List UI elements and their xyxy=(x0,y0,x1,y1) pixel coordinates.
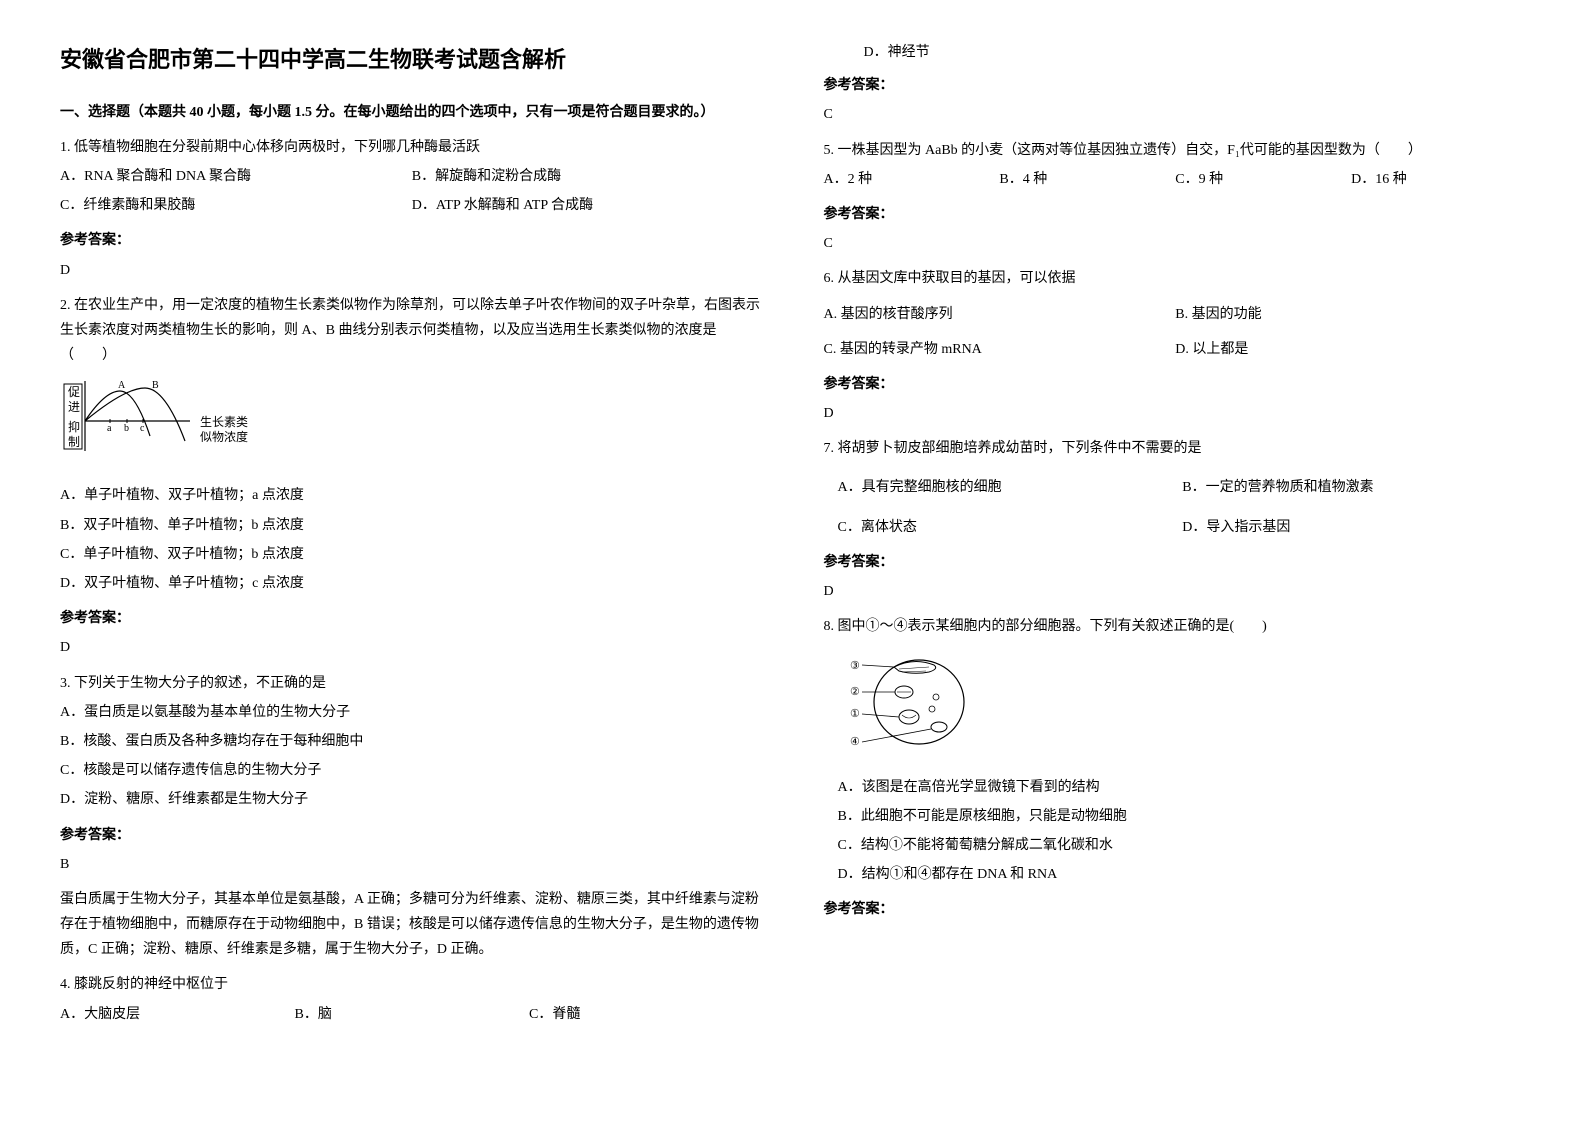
q4-stem: 4. 膝跳反射的神经中枢位于 xyxy=(60,972,764,997)
q4-opt-a: A．大脑皮层 xyxy=(60,1002,255,1027)
q8-opt-c: C．结构①不能将葡萄糖分解成二氧化碳和水 xyxy=(838,833,1528,858)
page-title: 安徽省合肥市第二十四中学高二生物联考试题含解析 xyxy=(60,40,764,80)
q7-opt-b: B．一定的营养物质和植物激素 xyxy=(1182,475,1487,500)
q3-opt-b: B．核酸、蛋白质及各种多糖均存在于每种细胞中 xyxy=(60,729,764,754)
q6-stem: 6. 从基因文库中获取目的基因，可以依据 xyxy=(824,266,1528,291)
q2-opt-a: A．单子叶植物、双子叶植物；a 点浓度 xyxy=(60,483,764,508)
q2-opt-b: B．双子叶植物、单子叶植物；b 点浓度 xyxy=(60,513,764,538)
q6-opt-d: D. 以上都是 xyxy=(1175,337,1487,362)
q5-opt-b: B．4 种 xyxy=(999,167,1135,192)
y-label-4: 制 xyxy=(68,435,80,449)
x-label-1: 生长素类 xyxy=(200,415,248,429)
question-1: 1. 低等植物细胞在分裂前期中心体移向两极时，下列哪几种酶最活跃 A．RNA 聚… xyxy=(60,135,764,219)
answer-3: B xyxy=(60,852,764,877)
answer-label-1: 参考答案： xyxy=(60,228,764,253)
answer-label-3: 参考答案： xyxy=(60,823,764,848)
q7-opt-d: D．导入指示基因 xyxy=(1182,515,1487,540)
answer-7: D xyxy=(824,579,1528,604)
answer-label-7: 参考答案： xyxy=(824,550,1528,575)
q6-opt-b: B. 基因的功能 xyxy=(1175,302,1487,327)
q5-opt-c: C．9 种 xyxy=(1175,167,1311,192)
label-3: ③ xyxy=(850,660,860,672)
answer-label-2: 参考答案： xyxy=(60,606,764,631)
pt-b: b xyxy=(124,423,129,434)
q2-graph: A B a b c 促 进 抑 制 生长素类 似物浓度 xyxy=(60,376,764,475)
question-6: 6. 从基因文库中获取目的基因，可以依据 A. 基因的核苷酸序列 B. 基因的功… xyxy=(824,266,1528,362)
question-8: 8. 图中①～④表示某细胞内的部分细胞器。下列有关叙述正确的是( ) ③ ② xyxy=(824,614,1528,887)
q2-opt-d: D．双子叶植物、单子叶植物；c 点浓度 xyxy=(60,571,764,596)
q3-opt-a: A．蛋白质是以氨基酸为基本单位的生物大分子 xyxy=(60,700,764,725)
answer-6: D xyxy=(824,401,1528,426)
q1-opt-c: C．纤维素酶和果胶酶 xyxy=(60,193,372,218)
answer-2: D xyxy=(60,635,764,660)
q6-opt-a: A. 基因的核苷酸序列 xyxy=(824,302,1136,327)
label-4: ④ xyxy=(850,736,860,748)
pt-a: a xyxy=(107,423,112,434)
q4-opt-c: C．脊髓 xyxy=(529,1002,724,1027)
q2-stem: 2. 在农业生产中，用一定浓度的植物生长素类似物作为除草剂，可以除去单子叶农作物… xyxy=(60,293,764,369)
q3-opt-d: D．淀粉、糖原、纤维素都是生物大分子 xyxy=(60,787,764,812)
question-4: 4. 膝跳反射的神经中枢位于 A．大脑皮层 B．脑 C．脊髓 xyxy=(60,972,764,1026)
answer-4: C xyxy=(824,102,1528,127)
q1-opt-b: B．解旋酶和淀粉合成酶 xyxy=(412,164,724,189)
answer-label-8: 参考答案： xyxy=(824,897,1528,922)
curve-a-label: A xyxy=(118,380,126,391)
q8-stem: 8. 图中①～④表示某细胞内的部分细胞器。下列有关叙述正确的是( ) xyxy=(824,614,1528,639)
answer-label-5: 参考答案： xyxy=(824,202,1528,227)
q1-stem: 1. 低等植物细胞在分裂前期中心体移向两极时，下列哪几种酶最活跃 xyxy=(60,135,764,160)
answer-1: D xyxy=(60,258,764,283)
q1-opt-a: A．RNA 聚合酶和 DNA 聚合酶 xyxy=(60,164,372,189)
y-label-2: 进 xyxy=(68,400,80,414)
answer-label-6: 参考答案： xyxy=(824,372,1528,397)
pt-c: c xyxy=(140,423,145,434)
y-label-3: 抑 xyxy=(68,419,80,434)
q8-opt-d: D．结构①和④都存在 DNA 和 RNA xyxy=(838,862,1528,887)
label-2: ② xyxy=(850,686,860,698)
question-3: 3. 下列关于生物大分子的叙述，不正确的是 A．蛋白质是以氨基酸为基本单位的生物… xyxy=(60,671,764,813)
q5-opt-d: D．16 种 xyxy=(1351,167,1487,192)
q4-opt-d: D．神经节 xyxy=(864,40,1528,65)
x-label-2: 似物浓度 xyxy=(200,429,248,444)
answer-5: C xyxy=(824,231,1528,256)
curve-b-label: B xyxy=(152,380,159,391)
section-header: 一、选择题（本题共 40 小题，每小题 1.5 分。在每小题给出的四个选项中，只… xyxy=(60,100,764,125)
question-2: 2. 在农业生产中，用一定浓度的植物生长素类似物作为除草剂，可以除去单子叶农作物… xyxy=(60,293,764,597)
q2-opt-c: C．单子叶植物、双子叶植物；b 点浓度 xyxy=(60,542,764,567)
question-5: 5. 一株基因型为 AaBb 的小麦（这两对等位基因独立遗传）自交，F₁代可能的… xyxy=(824,138,1528,192)
answer-label-4: 参考答案： xyxy=(824,73,1528,98)
label-1: ① xyxy=(850,708,860,720)
q7-opt-c: C．离体状态 xyxy=(838,515,1143,540)
q6-opt-c: C. 基因的转录产物 mRNA xyxy=(824,337,1136,362)
q7-stem: 7. 将胡萝卜韧皮部细胞培养成幼苗时，下列条件中不需要的是 xyxy=(824,436,1528,461)
q7-opt-a: A．具有完整细胞核的细胞 xyxy=(838,475,1143,500)
y-label-1: 促 xyxy=(68,385,80,399)
q8-opt-b: B．此细胞不可能是原核细胞，只能是动物细胞 xyxy=(838,804,1528,829)
q3-explanation: 蛋白质属于生物大分子，其基本单位是氨基酸，A 正确；多糖可分为纤维素、淀粉、糖原… xyxy=(60,887,764,963)
q8-opt-a: A．该图是在高倍光学显微镜下看到的结构 xyxy=(838,775,1528,800)
q3-stem: 3. 下列关于生物大分子的叙述，不正确的是 xyxy=(60,671,764,696)
q8-cell-diagram: ③ ② ① ④ xyxy=(844,647,1528,766)
question-7: 7. 将胡萝卜韧皮部细胞培养成幼苗时，下列条件中不需要的是 A．具有完整细胞核的… xyxy=(824,436,1528,540)
q5-stem: 5. 一株基因型为 AaBb 的小麦（这两对等位基因独立遗传）自交，F₁代可能的… xyxy=(824,138,1528,163)
q3-opt-c: C．核酸是可以储存遗传信息的生物大分子 xyxy=(60,758,764,783)
q1-opt-d: D．ATP 水解酶和 ATP 合成酶 xyxy=(412,193,724,218)
q4-opt-b: B．脑 xyxy=(295,1002,490,1027)
q5-opt-a: A．2 种 xyxy=(824,167,960,192)
